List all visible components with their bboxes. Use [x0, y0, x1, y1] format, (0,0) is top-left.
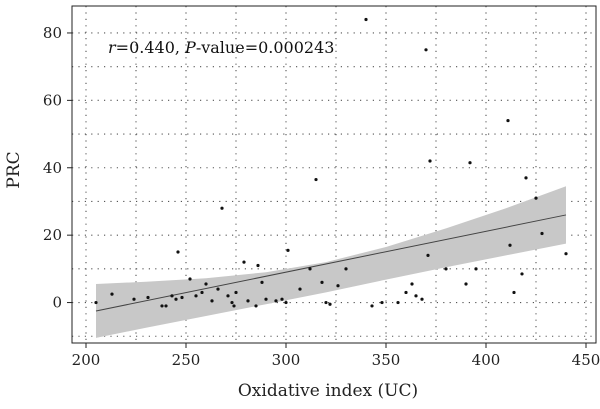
x-axis-title: Oxidative index (UC)	[238, 381, 418, 401]
regression-line	[95, 214, 567, 312]
data-point	[132, 297, 136, 301]
data-point	[508, 243, 512, 247]
data-point	[242, 260, 246, 264]
data-point	[246, 299, 250, 303]
data-point	[176, 250, 180, 254]
data-point	[414, 294, 418, 298]
r-symbol: r	[108, 38, 117, 57]
data-point	[380, 300, 384, 305]
y-tick-label: 40	[43, 159, 62, 177]
data-point	[298, 287, 302, 291]
data-point	[200, 290, 204, 295]
plot-frame	[71, 5, 597, 344]
confidence-band	[96, 186, 566, 338]
data-point	[194, 294, 198, 298]
p-value: -value=0.000243	[196, 38, 335, 57]
data-point	[280, 297, 284, 301]
data-point	[328, 302, 332, 306]
data-point	[188, 277, 192, 281]
data-point	[264, 297, 268, 301]
data-point	[320, 280, 324, 284]
data-point	[164, 304, 168, 308]
data-point	[314, 177, 318, 182]
data-point	[520, 272, 524, 276]
data-point	[284, 300, 288, 305]
data-point	[216, 287, 220, 291]
data-point	[336, 284, 340, 288]
p-symbol: P	[184, 38, 196, 57]
data-point	[464, 282, 468, 286]
x-tick-label: 300	[272, 351, 301, 369]
plot-area: 200 250 300 350 400 450 0 20 40 60 80	[43, 5, 600, 369]
data-point	[308, 267, 312, 271]
data-point	[404, 290, 408, 295]
data-point	[274, 299, 278, 303]
data-point	[234, 290, 238, 295]
data-point	[370, 304, 374, 308]
y-tick-label: 60	[43, 91, 62, 109]
data-point	[256, 263, 260, 268]
data-point	[210, 299, 214, 303]
data-point	[468, 161, 472, 165]
data-point	[230, 300, 234, 305]
x-tick-label: 200	[72, 351, 101, 369]
data-point	[180, 295, 184, 300]
data-point	[540, 231, 544, 236]
y-axis-title: PRC	[4, 151, 24, 188]
data-point	[286, 248, 290, 252]
data-point	[254, 304, 258, 308]
x-tick-label: 400	[472, 351, 501, 369]
data-point	[444, 267, 448, 271]
data-point	[232, 304, 236, 308]
y-tick-label: 20	[43, 226, 62, 244]
data-point	[512, 290, 516, 295]
data-point	[364, 17, 368, 22]
data-point	[426, 253, 430, 257]
correlation-annotation: r=0.440, P-value=0.000243	[108, 38, 334, 57]
data-point	[564, 252, 568, 256]
data-point	[428, 159, 432, 163]
data-point	[524, 176, 528, 180]
data-point	[396, 300, 400, 305]
data-point	[94, 300, 98, 305]
data-point	[110, 292, 114, 296]
data-point	[424, 48, 428, 52]
y-tick-label: 80	[43, 24, 62, 42]
data-point	[146, 295, 150, 300]
data-point	[534, 196, 538, 200]
data-point	[506, 118, 510, 123]
y-tick-label: 0	[52, 294, 62, 312]
r-value: =0.440,	[116, 38, 185, 57]
data-point	[170, 294, 174, 298]
data-point	[410, 282, 414, 286]
data-point	[160, 304, 164, 308]
x-tick-label: 350	[372, 351, 401, 369]
x-tick-label: 450	[572, 351, 600, 369]
data-point	[260, 280, 264, 284]
x-tick-label: 250	[172, 351, 201, 369]
data-point	[204, 282, 208, 286]
data-point	[174, 297, 178, 301]
data-point	[474, 267, 478, 271]
data-point	[324, 300, 328, 305]
data-point	[420, 297, 424, 301]
data-point	[226, 294, 230, 298]
data-point	[344, 267, 348, 271]
data-point	[220, 206, 224, 210]
